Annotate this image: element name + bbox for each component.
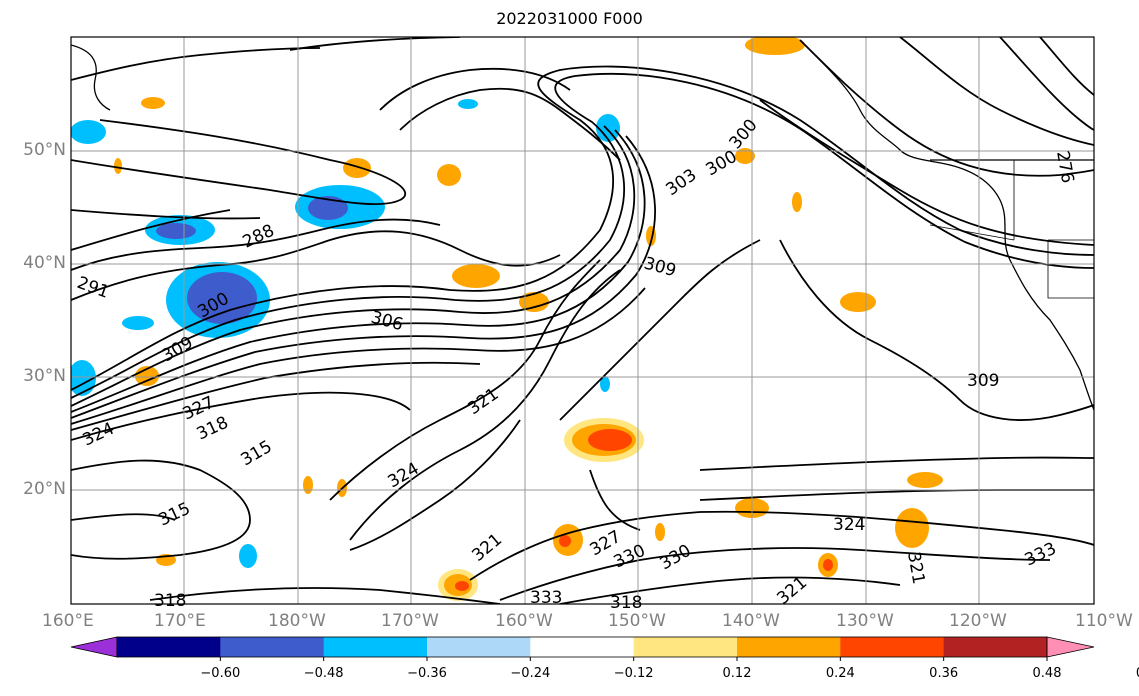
longitude-label: 170°E — [154, 611, 206, 631]
colorbar-bin — [427, 637, 531, 657]
colorbar-tick-label: −0.24 — [510, 666, 551, 681]
colorbar-bin — [633, 637, 738, 657]
colorbar-bin — [220, 637, 325, 657]
colorbar-bin — [323, 637, 428, 657]
colorbar-bin — [737, 637, 841, 657]
longitude-label: 160°W — [495, 611, 553, 631]
colorbar-bin — [117, 637, 221, 657]
longitude-label: 180°W — [268, 611, 326, 631]
longitude-label: 130°W — [836, 611, 894, 631]
positive-anomaly-fill — [114, 37, 943, 601]
longitude-label: 160°E — [42, 611, 94, 631]
longitude-label: 140°W — [722, 611, 780, 631]
state-borders — [929, 160, 1094, 299]
colorbar — [70, 636, 1095, 661]
contour-label: 318 — [610, 593, 642, 613]
map-content — [71, 37, 1094, 604]
colorbar-tick-label: 0.24 — [825, 666, 855, 681]
colorbar-tick-label: 0.36 — [929, 666, 959, 681]
colorbar-bin — [530, 637, 635, 657]
isentrope-contours — [71, 37, 1094, 604]
coastlines — [71, 44, 1094, 411]
colorbar-tick-label: 0.60 — [1136, 666, 1139, 681]
latitude-label: 20°N — [23, 479, 66, 499]
graticule — [71, 37, 1094, 604]
contour-label: 324 — [833, 515, 865, 535]
colorbar-tick-label: 0.12 — [722, 666, 752, 681]
longitude-label: 170°W — [381, 611, 439, 631]
colorbar-tick-label: −0.48 — [303, 666, 344, 681]
contour-label: 309 — [967, 371, 999, 391]
latitude-label: 30°N — [23, 366, 66, 386]
colorbar-bin — [840, 637, 945, 657]
map-frame — [70, 36, 1095, 605]
colorbar-bin — [943, 637, 1048, 657]
contour-label: 318 — [154, 591, 186, 611]
latitude-label: 50°N — [23, 140, 66, 160]
latitude-label: 40°N — [23, 253, 66, 273]
colorbar-lower-extension — [70, 636, 118, 658]
contour-label: 333 — [530, 588, 562, 608]
longitude-label: 120°W — [949, 611, 1007, 631]
longitude-label: 150°W — [608, 611, 666, 631]
colorbar-frame — [116, 636, 1048, 658]
colorbar-tick-label: −0.12 — [613, 666, 654, 681]
colorbar-tick-label: 0.48 — [1032, 666, 1062, 681]
longitude-label: 110°W — [1075, 611, 1133, 631]
colorbar-upper-extension — [1046, 636, 1095, 658]
colorbar-tick-label: −0.60 — [200, 666, 241, 681]
colorbar-tick-label: −0.36 — [407, 666, 447, 681]
figure-title: 2022031000 F000 — [496, 9, 643, 28]
